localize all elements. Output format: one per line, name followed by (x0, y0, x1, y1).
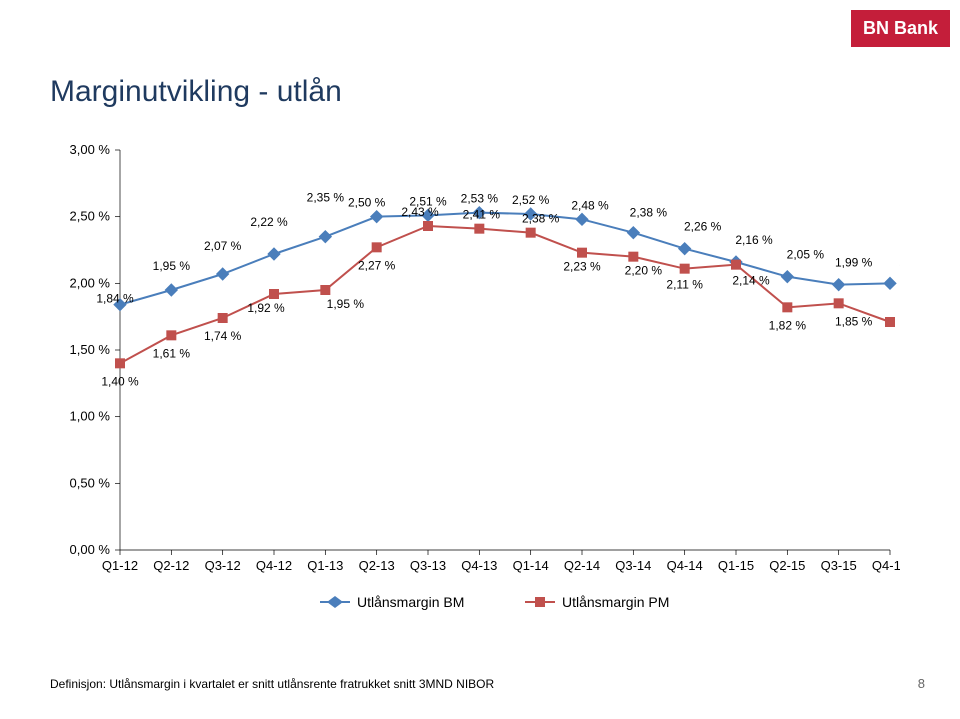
svg-text:2,23 %: 2,23 % (563, 260, 601, 274)
svg-text:Q2-13: Q2-13 (359, 558, 395, 573)
svg-text:1,71 %: 1,71 % (899, 333, 900, 347)
svg-text:2,22 %: 2,22 % (250, 215, 288, 229)
svg-text:Q4-15: Q4-15 (872, 558, 900, 573)
svg-text:1,95 %: 1,95 % (327, 297, 365, 311)
svg-text:2,07 %: 2,07 % (204, 239, 242, 253)
svg-text:Q4-14: Q4-14 (667, 558, 703, 573)
svg-text:Q1-12: Q1-12 (102, 558, 138, 573)
svg-text:3,00 %: 3,00 % (70, 142, 111, 157)
svg-text:2,38 %: 2,38 % (630, 206, 668, 220)
svg-text:Utlånsmargin BM: Utlånsmargin BM (357, 594, 464, 610)
svg-text:2,50 %: 2,50 % (348, 196, 386, 210)
svg-text:1,61 %: 1,61 % (153, 346, 191, 360)
svg-text:2,26 %: 2,26 % (684, 220, 722, 234)
svg-text:1,85 %: 1,85 % (835, 314, 873, 328)
svg-text:Q1-15: Q1-15 (718, 558, 754, 573)
svg-text:2,14 %: 2,14 % (732, 274, 770, 288)
svg-text:2,38 %: 2,38 % (522, 212, 560, 226)
line-chart: 0,00 % 0,50 % 1,00 % 1,50 % 2,00 % 2,50 % 3,00… (50, 140, 900, 620)
footnote: Definisjon: Utlånsmargin i kvartalet er … (50, 677, 494, 691)
svg-text:1,95 %: 1,95 % (153, 259, 191, 273)
svg-text:1,74 %: 1,74 % (204, 329, 242, 343)
svg-text:Q2-15: Q2-15 (769, 558, 805, 573)
svg-text:2,41 %: 2,41 % (463, 208, 501, 222)
svg-text:2,53 %: 2,53 % (461, 192, 499, 206)
svg-text:Q3-12: Q3-12 (205, 558, 241, 573)
svg-text:1,84 %: 1,84 % (96, 292, 134, 306)
svg-text:2,16 %: 2,16 % (735, 233, 773, 247)
svg-text:2,27 %: 2,27 % (358, 258, 396, 272)
svg-text:Q2-12: Q2-12 (153, 558, 189, 573)
svg-text:Q4-13: Q4-13 (461, 558, 497, 573)
svg-text:Q3-15: Q3-15 (821, 558, 857, 573)
page-number: 8 (918, 676, 925, 691)
svg-text:2,11 %: 2,11 % (666, 278, 703, 292)
svg-text:0,00 %: 0,00 % (70, 542, 111, 557)
svg-text:2,05 %: 2,05 % (787, 248, 825, 262)
svg-text:Q2-14: Q2-14 (564, 558, 600, 573)
svg-text:2,50 %: 2,50 % (70, 209, 111, 224)
svg-text:2,00 %: 2,00 % (899, 254, 900, 268)
chart-svg: 0,00 % 0,50 % 1,00 % 1,50 % 2,00 % 2,50 % 3,00… (50, 140, 900, 620)
svg-text:1,50 %: 1,50 % (70, 342, 111, 357)
svg-text:0,50 %: 0,50 % (70, 475, 111, 490)
svg-text:Q4-12: Q4-12 (256, 558, 292, 573)
svg-text:2,20 %: 2,20 % (625, 264, 663, 278)
svg-text:2,35 %: 2,35 % (307, 191, 345, 205)
svg-text:1,92 %: 1,92 % (247, 301, 285, 315)
svg-text:2,52 %: 2,52 % (512, 193, 550, 207)
svg-text:2,48 %: 2,48 % (571, 198, 609, 212)
svg-text:Q1-13: Q1-13 (307, 558, 343, 573)
logo: BN Bank (851, 10, 950, 47)
svg-text:1,40 %: 1,40 % (101, 374, 139, 388)
svg-text:1,00 %: 1,00 % (70, 409, 111, 424)
svg-text:Utlånsmargin PM: Utlånsmargin PM (562, 594, 669, 610)
svg-text:Q3-13: Q3-13 (410, 558, 446, 573)
svg-text:1,82 %: 1,82 % (769, 318, 807, 332)
svg-text:1,99 %: 1,99 % (835, 256, 873, 270)
svg-text:2,00 %: 2,00 % (70, 275, 111, 290)
svg-text:Q1-14: Q1-14 (513, 558, 549, 573)
svg-text:2,43 %: 2,43 % (401, 205, 439, 219)
svg-text:Q3-14: Q3-14 (615, 558, 651, 573)
page-title: Marginutvikling - utlån (50, 75, 342, 109)
